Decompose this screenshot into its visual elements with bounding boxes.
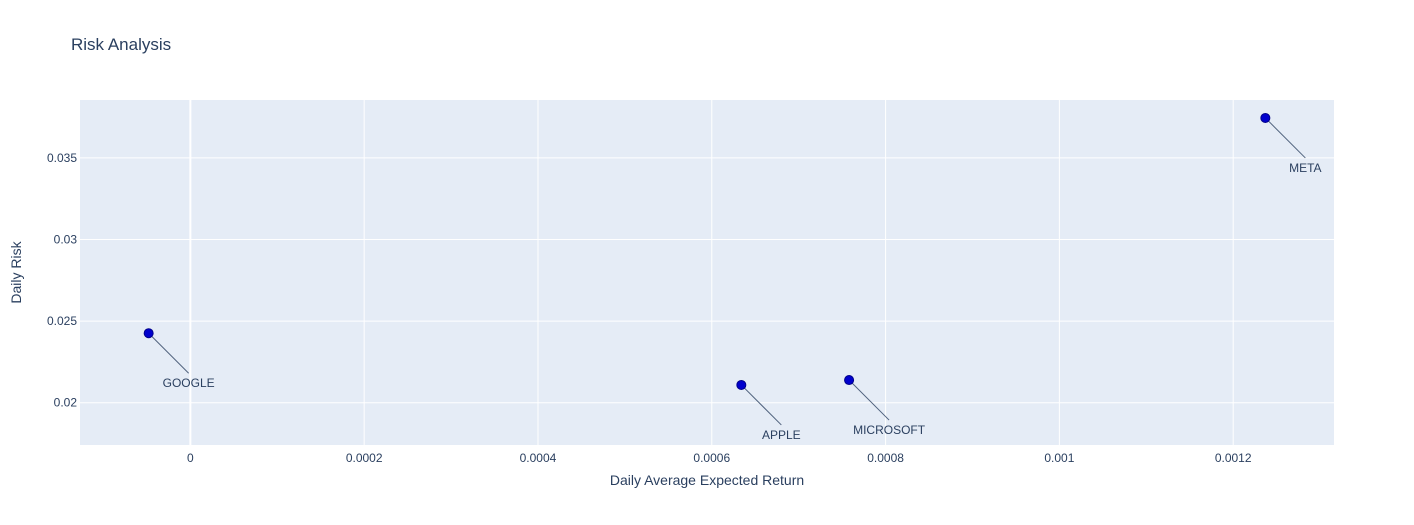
- annotation-arrows: [148, 117, 1306, 426]
- point-label: APPLE: [762, 428, 801, 442]
- scatter-point[interactable]: [844, 375, 855, 386]
- point-label: MICROSOFT: [853, 423, 926, 437]
- x-tick-label: 0.0002: [346, 451, 383, 465]
- y-axis-title: Daily Risk: [8, 240, 24, 303]
- x-axis-ticks: 0 0.0002 0.0004 0.0006 0.0008 0.001 0.0012: [187, 451, 1252, 465]
- y-tick-label: 0.02: [54, 396, 78, 410]
- scatter-point[interactable]: [1260, 112, 1271, 123]
- y-tick-label: 0.035: [47, 151, 77, 165]
- gridlines: [80, 100, 1334, 445]
- annotation-arrow: [148, 332, 190, 374]
- annotation-labels: GOOGLE APPLE MICROSOFT META: [163, 161, 1322, 442]
- y-axis-ticks: 0.02 0.025 0.03 0.035: [47, 151, 77, 410]
- annotation-arrow: [848, 379, 890, 421]
- x-tick-label: 0: [187, 451, 194, 465]
- y-tick-label: 0.03: [54, 233, 78, 247]
- plot-area: [80, 100, 1334, 445]
- x-tick-label: 0.0008: [867, 451, 904, 465]
- scatter-point[interactable]: [736, 379, 747, 390]
- scatter-point[interactable]: [143, 328, 154, 339]
- x-axis-title: Daily Average Expected Return: [610, 472, 804, 488]
- x-tick-label: 0.0004: [520, 451, 557, 465]
- x-tick-label: 0.0012: [1215, 451, 1252, 465]
- point-label: META: [1289, 161, 1321, 175]
- x-tick-label: 0.001: [1044, 451, 1074, 465]
- x-tick-label: 0.0006: [693, 451, 730, 465]
- chart-title: Risk Analysis: [71, 35, 171, 54]
- annotation-arrow: [740, 384, 782, 426]
- y-tick-label: 0.025: [47, 314, 77, 328]
- annotation-arrow: [1264, 117, 1306, 159]
- data-points: [143, 112, 1271, 390]
- point-label: GOOGLE: [163, 376, 215, 390]
